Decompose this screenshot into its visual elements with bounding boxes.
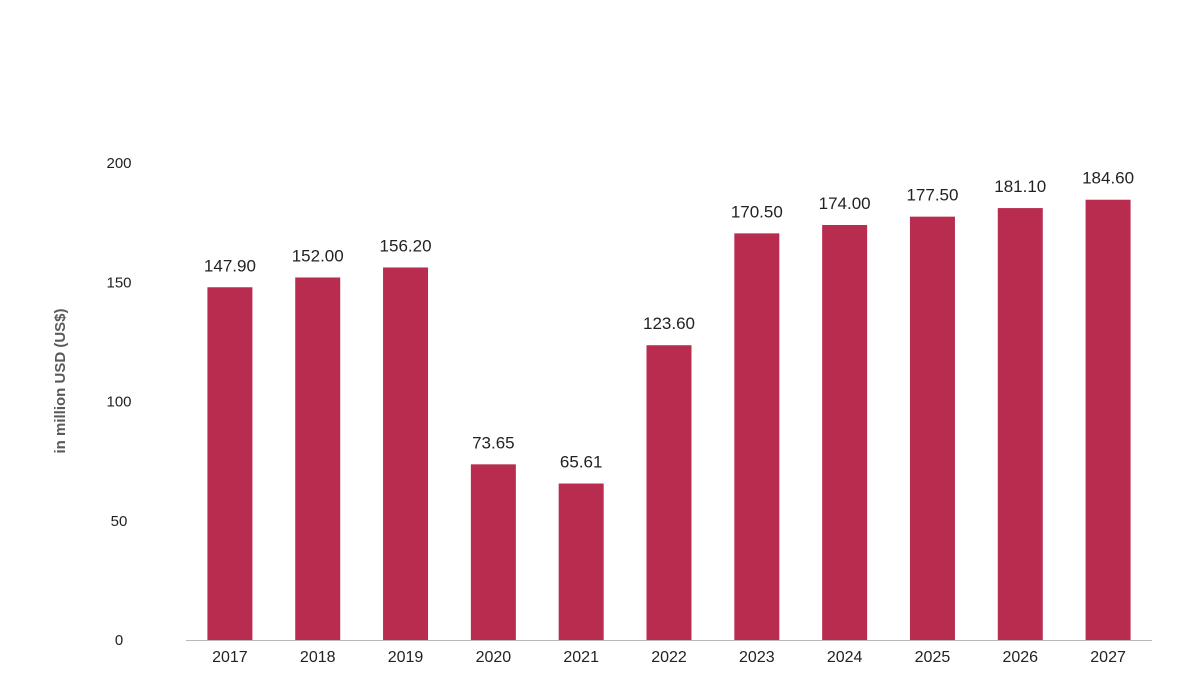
data-label: 152.00 <box>292 246 344 265</box>
y-tick-label: 0 <box>115 632 123 649</box>
y-tick-label: 200 <box>106 155 131 172</box>
y-axis-label: in million USD (US$) <box>52 308 69 453</box>
bar <box>734 233 780 641</box>
x-tick-label: 2024 <box>827 649 863 666</box>
data-label: 65.61 <box>560 453 603 472</box>
x-tick-label: 2020 <box>476 649 512 666</box>
bar <box>1085 199 1131 640</box>
bar <box>207 287 253 640</box>
data-label: 170.50 <box>731 202 783 221</box>
x-tick-label: 2026 <box>1002 649 1038 666</box>
bar <box>558 483 604 640</box>
bar <box>383 267 429 640</box>
x-tick-label: 2019 <box>388 649 424 666</box>
x-tick-label: 2025 <box>915 649 951 666</box>
x-tick-label: 2018 <box>300 649 336 666</box>
data-label: 156.20 <box>380 236 432 255</box>
x-tick-label: 2023 <box>739 649 775 666</box>
bar-series <box>207 199 1131 641</box>
data-labels: 147.90 152.00 156.20 73.65 65.61 123.60 170.50… <box>204 169 1134 472</box>
y-tick-labels: 0 50 100 150 200 <box>106 155 131 649</box>
bar <box>909 216 955 640</box>
bar <box>822 225 868 640</box>
bar <box>646 345 692 640</box>
bar <box>295 277 341 640</box>
data-label: 123.60 <box>643 314 695 333</box>
x-tick-labels: 2017 2018 2019 2020 2021 2022 2023 2024 2025 2026… <box>212 649 1126 666</box>
bar <box>997 208 1043 640</box>
data-label: 174.00 <box>819 194 871 213</box>
data-label: 181.10 <box>994 177 1046 196</box>
x-tick-label: 2022 <box>651 649 687 666</box>
data-label: 177.50 <box>906 186 958 205</box>
data-label: 184.60 <box>1082 169 1134 188</box>
x-tick-label: 2021 <box>563 649 599 666</box>
data-label: 73.65 <box>472 433 515 452</box>
x-tick-label: 2027 <box>1090 649 1126 666</box>
y-tick-label: 150 <box>106 274 131 291</box>
x-tick-label: 2017 <box>212 649 248 666</box>
data-label: 147.90 <box>204 256 256 275</box>
bar <box>470 464 516 640</box>
y-tick-label: 100 <box>106 394 131 411</box>
y-tick-label: 50 <box>111 513 128 530</box>
